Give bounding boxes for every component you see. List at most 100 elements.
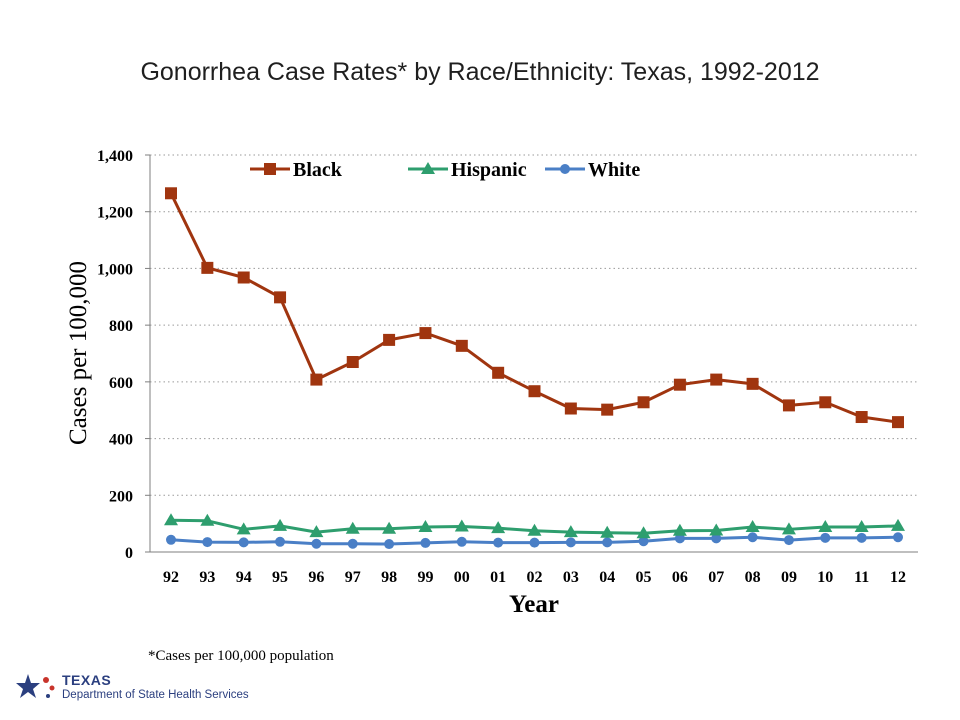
y-tick-label: 600: [109, 375, 133, 392]
data-point-hispanic: [418, 520, 433, 533]
data-point-white: [674, 533, 685, 544]
data-point-hispanic: [164, 513, 178, 526]
data-point-white: [856, 532, 867, 543]
data-point-white: [275, 536, 286, 547]
texas-star-icon: [16, 674, 55, 698]
x-tick-label: 02: [527, 569, 543, 586]
data-point-hispanic: [200, 513, 215, 526]
logo-department-text: Department of State Health Services: [62, 689, 249, 701]
x-tick-label: 96: [308, 569, 324, 586]
data-point-black: [855, 411, 868, 424]
data-point-black: [455, 339, 468, 352]
x-tick-label: 97: [345, 569, 361, 586]
x-tick-label: 95: [272, 569, 288, 586]
x-tick-label: 98: [381, 569, 397, 586]
series-black: [165, 187, 904, 429]
series-white: [166, 532, 903, 550]
data-point-black: [564, 402, 577, 415]
y-tick-label: 800: [109, 318, 133, 335]
grid-lines: [150, 154, 918, 496]
data-point-white: [202, 537, 213, 548]
x-tick-label: 10: [817, 569, 833, 586]
data-point-white: [711, 533, 722, 544]
x-tick-label: 06: [672, 569, 688, 586]
data-point-hispanic: [781, 522, 796, 535]
x-tick-label: 01: [490, 569, 506, 586]
y-tick-label: 1,200: [97, 205, 133, 222]
x-tick-label: 11: [854, 569, 869, 586]
data-point-black: [528, 385, 541, 398]
legend-item-white: White: [545, 159, 640, 181]
x-tick-label: 07: [708, 569, 724, 586]
legend-item-hispanic: Hispanic: [408, 159, 527, 181]
data-point-black: [601, 403, 614, 416]
legend-marker-white: [560, 164, 570, 174]
data-point-hispanic: [382, 521, 397, 534]
chart-title: Gonorrhea Case Rates* by Race/Ethnicity:…: [140, 58, 820, 86]
data-point-black: [673, 378, 686, 391]
data-point-white: [529, 537, 540, 548]
data-point-hispanic: [273, 518, 288, 531]
data-point-black: [819, 396, 832, 409]
data-point-white: [565, 537, 576, 548]
data-point-hispanic: [527, 523, 542, 536]
data-point-white: [311, 538, 322, 549]
x-axis-ticks: 92 93 94 95 96 97 98 99 00 01 02 03 04 05 06 07 08 09 10 11…: [163, 569, 906, 586]
x-tick-label: 03: [563, 569, 579, 586]
data-point-hispanic: [563, 525, 578, 538]
data-point-black: [310, 373, 323, 386]
data-point-black: [492, 366, 505, 379]
data-point-white: [166, 534, 176, 545]
y-tick-label: 0: [125, 545, 133, 562]
axes: [145, 154, 918, 553]
data-point-white: [493, 537, 504, 548]
footnote: *Cases per 100,000 population: [148, 648, 334, 664]
data-point-black: [637, 396, 650, 409]
x-tick-label: 94: [236, 569, 252, 586]
legend-marker-black: [264, 163, 276, 175]
data-point-white: [783, 535, 794, 546]
x-tick-label: 93: [199, 569, 215, 586]
legend-label-black: Black: [293, 159, 343, 181]
data-point-black: [710, 373, 723, 386]
data-point-black: [201, 261, 214, 274]
x-axis-title: Year: [509, 591, 559, 618]
data-point-white: [602, 537, 613, 548]
data-point-hispanic: [672, 523, 687, 536]
data-point-white: [893, 532, 903, 543]
legend-item-black: Black: [250, 159, 343, 181]
x-tick-label: 05: [636, 569, 652, 586]
data-point-black: [274, 291, 287, 304]
data-point-hispanic: [345, 521, 360, 534]
y-tick-label: 400: [109, 432, 133, 449]
data-point-white: [747, 532, 758, 543]
y-axis-ticks: 0 200 400 600 800 1,000 1,200 1,400: [97, 148, 133, 562]
data-point-white: [456, 536, 467, 547]
data-point-white: [347, 538, 358, 549]
y-tick-label: 1,400: [97, 148, 133, 165]
data-point-hispanic: [854, 520, 869, 533]
y-tick-label: 1,000: [97, 261, 133, 278]
data-point-black: [237, 271, 250, 284]
data-point-hispanic: [600, 525, 615, 538]
data-point-black: [782, 399, 795, 412]
logo-texas-text: TEXAS: [62, 672, 112, 688]
data-point-hispanic: [491, 521, 506, 534]
series-hispanic: [164, 513, 905, 539]
data-point-hispanic: [891, 518, 905, 531]
data-point-hispanic: [454, 519, 469, 532]
x-tick-label: 99: [417, 569, 433, 586]
data-point-black: [746, 377, 759, 390]
x-tick-label: 04: [599, 569, 615, 586]
y-tick-label: 200: [109, 488, 133, 505]
data-point-black: [419, 327, 432, 340]
x-tick-label: 08: [745, 569, 761, 586]
data-point-hispanic: [745, 520, 760, 533]
data-point-hispanic: [818, 520, 833, 533]
data-point-black: [383, 333, 396, 346]
x-tick-label: 92: [163, 569, 179, 586]
data-point-white: [638, 536, 649, 547]
data-point-white: [820, 532, 831, 543]
data-point-hispanic: [709, 523, 724, 536]
data-point-white: [384, 539, 395, 550]
